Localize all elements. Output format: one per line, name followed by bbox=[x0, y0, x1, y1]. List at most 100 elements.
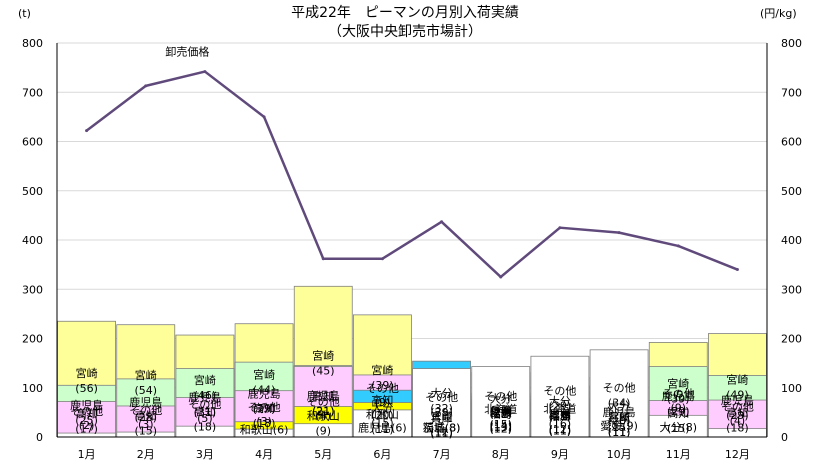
segment-label: 茨城(8) bbox=[423, 421, 461, 435]
segment-value-label: (11) bbox=[549, 424, 572, 437]
y-tick-label: 200 bbox=[22, 333, 43, 346]
segment-value-label: (29) bbox=[253, 403, 276, 416]
segment-value-label: (6) bbox=[391, 422, 407, 435]
segment-name-label: その他 bbox=[307, 396, 340, 409]
segment-value-label: (49) bbox=[726, 388, 749, 401]
segment-value-label: (21) bbox=[312, 405, 335, 418]
segment-value-label: (5) bbox=[197, 412, 213, 425]
x-tick-label: 10月 bbox=[607, 448, 632, 461]
price-point bbox=[380, 257, 384, 261]
segment-value-label: (9) bbox=[375, 396, 391, 409]
segment-name-label: 鹿児島 bbox=[662, 389, 695, 403]
segment-value-label: (54) bbox=[134, 384, 157, 397]
price-point bbox=[85, 129, 89, 133]
segment-value-label: (4) bbox=[315, 410, 331, 423]
segment-name-label: 愛媛 bbox=[549, 407, 571, 421]
axes: 0 0 100 100 200 200 300 300 400 400 500 500 600 600 70… bbox=[22, 37, 802, 461]
segment-name-label: 鹿児島 bbox=[188, 390, 221, 404]
segment-name-label: 福島 bbox=[549, 408, 571, 422]
segment-value-label: (6) bbox=[273, 423, 289, 436]
segment-name-label: 大分 bbox=[659, 420, 681, 434]
segment-value-label: (20) bbox=[371, 409, 394, 422]
segment-value-label: (29) bbox=[726, 409, 749, 422]
segment-name-label: 大分 bbox=[431, 386, 453, 400]
segment-name-label: 宮崎 bbox=[76, 366, 98, 380]
y2-tick-label: 800 bbox=[781, 37, 802, 50]
segment-name-label: 大分 bbox=[608, 398, 630, 412]
segment-name-label: 宮崎 bbox=[667, 377, 689, 391]
segment-name-label: 愛媛 bbox=[600, 418, 622, 432]
segment-name-label: その他 bbox=[543, 385, 576, 398]
right-axis-unit: (円/kg) bbox=[760, 7, 797, 20]
segment-value-label: (3) bbox=[256, 415, 272, 428]
y-tick-label: 800 bbox=[22, 37, 43, 50]
segment-name-label: 兵庫 bbox=[608, 410, 630, 424]
segment-name-label: その他 bbox=[721, 401, 754, 414]
segment-name-label: その他 bbox=[248, 401, 281, 414]
y-tick-label: 0 bbox=[36, 431, 43, 444]
segment-name-label: 宮崎 bbox=[253, 367, 275, 381]
segment-value-label: (18) bbox=[726, 422, 749, 435]
segment-name-label: その他 bbox=[129, 404, 162, 417]
y-tick-label: 100 bbox=[22, 382, 43, 395]
bar-segment bbox=[412, 368, 471, 438]
segment-value-label: (11) bbox=[608, 426, 631, 439]
y2-tick-label: 200 bbox=[781, 333, 802, 346]
segment-value-label: (29) bbox=[667, 405, 690, 418]
segment-name-label: 高知 bbox=[76, 406, 98, 420]
price-point bbox=[321, 257, 325, 261]
segment-name-label: 兵庫 bbox=[490, 404, 512, 418]
segment-name-label: 和歌山 bbox=[240, 422, 273, 436]
price-point bbox=[499, 275, 503, 279]
segment-name-label: 宮崎 bbox=[431, 410, 453, 424]
y2-tick-label: 700 bbox=[781, 86, 802, 99]
segment-name-label: 高知 bbox=[371, 393, 393, 407]
segment-name-label: その他 bbox=[188, 398, 221, 411]
segment-value-label: (28) bbox=[134, 411, 157, 424]
segment-name-label: 鹿児島 bbox=[248, 387, 281, 401]
segment-name-label: 鹿児島 bbox=[721, 393, 754, 407]
bars bbox=[57, 285, 767, 438]
segment-value-label: (44) bbox=[253, 383, 276, 396]
price-series-line bbox=[85, 70, 738, 279]
segment-value-label: (20) bbox=[608, 414, 631, 427]
price-point bbox=[203, 70, 207, 74]
segment-value-label: (2) bbox=[79, 419, 95, 432]
y2-tick-label: 600 bbox=[781, 136, 802, 149]
segment-value-label: (12) bbox=[549, 423, 572, 436]
segment-value-label: (46) bbox=[194, 389, 217, 402]
x-tick-label: 8月 bbox=[492, 448, 510, 461]
segment-name-label: 福島 bbox=[423, 421, 445, 435]
segment-name-label: 兵庫 bbox=[431, 411, 453, 425]
segment-value-label: (3) bbox=[138, 418, 154, 431]
segment-value-label: (11) bbox=[608, 426, 631, 439]
segment-label: 愛媛(9) bbox=[600, 418, 638, 432]
segment-value-label: (9) bbox=[315, 425, 331, 438]
segment-name-label: 鹿児島 bbox=[358, 421, 391, 435]
x-tick-label: 9月 bbox=[551, 448, 569, 461]
segment-value-label: (9) bbox=[622, 419, 638, 432]
bar-segment bbox=[471, 366, 531, 438]
segment-name-label: 和歌山 bbox=[307, 409, 340, 423]
segment-value-label: (15) bbox=[608, 421, 631, 434]
y2-tick-label: 100 bbox=[781, 382, 802, 395]
chart-subtitle: （大阪中央卸売市場計） bbox=[328, 23, 482, 40]
segment-value-label: (11) bbox=[371, 423, 394, 436]
segment-value-label: (4) bbox=[730, 415, 746, 428]
segment-name-label: 宮崎 bbox=[194, 373, 216, 387]
segment-name-label: 鹿児島 bbox=[603, 405, 636, 419]
segment-name-label: 宮崎 bbox=[726, 372, 748, 386]
segment-label: 鹿児島(6) bbox=[358, 421, 407, 435]
bar-segment bbox=[530, 355, 590, 438]
segment-value-label: (8) bbox=[681, 421, 697, 434]
segment-value-label: (11) bbox=[549, 424, 572, 437]
segment-value-label: (32) bbox=[430, 402, 453, 415]
x-tick-label: 4月 bbox=[255, 448, 273, 461]
segment-value-label: (29) bbox=[549, 400, 572, 413]
y2-tick-label: 500 bbox=[781, 185, 802, 198]
segment-value-label: (18) bbox=[253, 417, 276, 430]
segment-value-label: (9) bbox=[670, 401, 686, 414]
segment-value-label: (25) bbox=[75, 414, 98, 427]
price-point bbox=[617, 231, 621, 235]
